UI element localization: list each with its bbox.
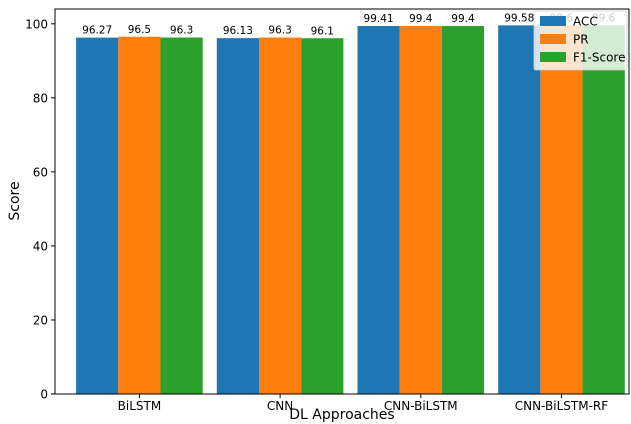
legend-swatch: [540, 34, 566, 44]
data-label: 96.13: [223, 25, 253, 37]
y-tick-label: 60: [33, 165, 48, 179]
data-label: 96.27: [82, 25, 112, 37]
plot-frame: [54, 8, 630, 395]
legend-label: ACC: [573, 15, 598, 29]
legend-label: PR: [573, 33, 589, 47]
bar-acc-cnn-bilstm-rf: [498, 25, 541, 395]
y-tick-label: 40: [33, 239, 48, 253]
data-label: 96.3: [268, 25, 291, 37]
y-tick-label: 20: [33, 313, 48, 327]
legend-swatch: [540, 52, 566, 62]
data-label: 96.3: [170, 25, 193, 37]
x-tick-label: CNN-BiLSTM-RF: [515, 399, 608, 413]
y-axis-ticks: 0 20 40 60 80 100: [25, 17, 55, 402]
bar-f1-score-cnn-bilstm-rf: [582, 25, 625, 394]
bar-f1-score-bilstm: [160, 37, 203, 394]
x-axis-ticks: BiLSTM CNN CNN-BiLSTM CNN-BiLSTM-RF: [118, 394, 608, 413]
bar-pr-cnn: [259, 37, 302, 394]
bar-acc-cnn: [216, 38, 259, 394]
x-tick-label: BiLSTM: [118, 399, 162, 413]
legend-swatch: [540, 16, 566, 26]
data-label: 99.4: [451, 13, 475, 25]
bar-pr-bilstm: [118, 36, 161, 394]
data-label: 96.5: [128, 24, 151, 36]
data-label: 96.1: [311, 25, 334, 37]
y-tick-label: 80: [33, 91, 48, 105]
data-label: 99.41: [364, 13, 394, 25]
bar-acc-cnn-bilstm: [357, 25, 400, 395]
bar-f1-score-cnn: [301, 38, 344, 394]
x-tick-label: CNN: [267, 399, 293, 413]
bar-pr-cnn-bilstm: [399, 26, 442, 395]
x-axis-title: DL Approaches: [289, 407, 394, 423]
y-tick-label: 0: [40, 388, 48, 402]
bar-f1-score-cnn-bilstm: [441, 26, 485, 395]
bar-acc-bilstm: [76, 37, 119, 395]
bars-group: [76, 25, 625, 395]
x-tick-label: CNN-BiLSTM: [384, 399, 458, 413]
legend-label: F1-Score: [573, 51, 625, 65]
bar-pr-cnn-bilstm-rf: [540, 25, 583, 394]
data-label: 99.4: [409, 13, 433, 25]
data-label: 99.58: [504, 12, 534, 24]
y-tick-label: 100: [25, 17, 48, 31]
y-axis-title: Score: [7, 181, 23, 220]
legend: ACC PR F1-Score: [533, 10, 628, 71]
